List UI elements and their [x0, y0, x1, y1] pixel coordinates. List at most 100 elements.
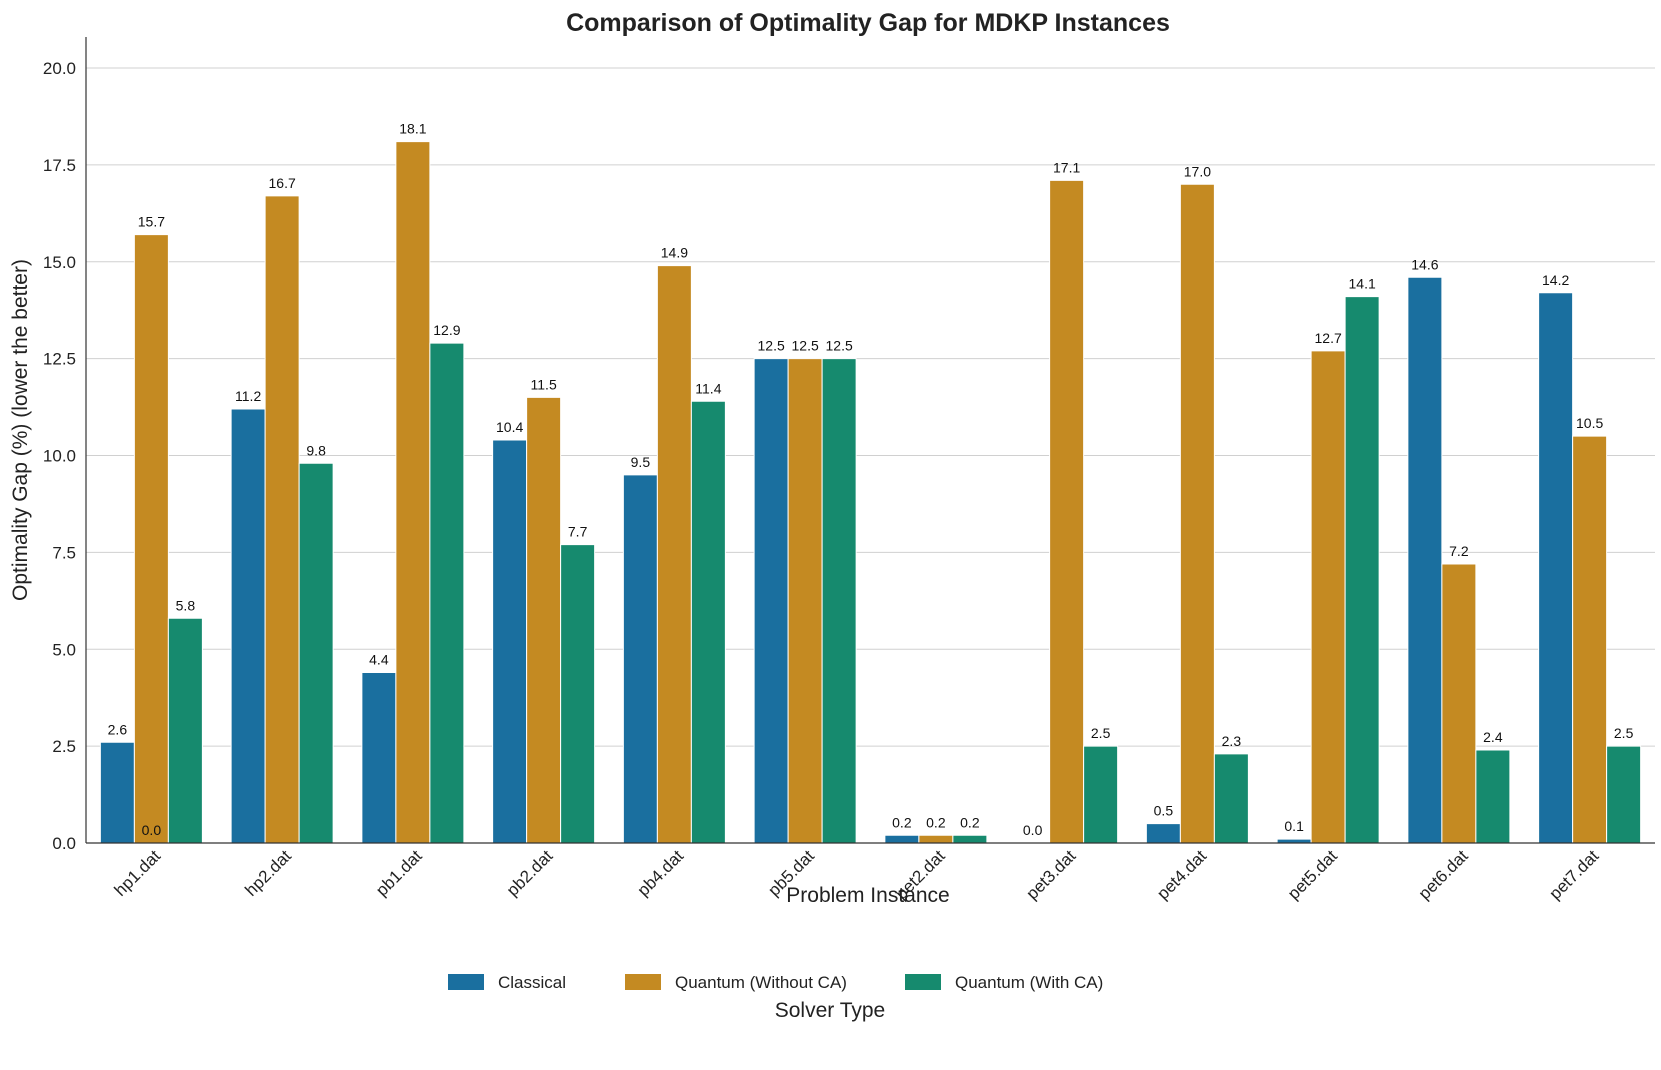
value-label: 12.5: [792, 338, 819, 354]
legend: Classical Quantum (Without CA) Quantum (Wi…: [448, 973, 1103, 992]
value-label: 0.2: [926, 814, 946, 830]
value-label: 7.7: [568, 524, 588, 540]
value-label: 4.4: [369, 652, 389, 668]
bar-quantum-without-ca-pb5-dat: [787, 358, 823, 844]
x-tick-label: pet3.dat: [1023, 846, 1080, 903]
bar-quantum-with-ca-pet7-dat: [1606, 745, 1642, 844]
value-label: 5.8: [176, 597, 196, 613]
y-tick-label: 15.0: [43, 253, 76, 272]
x-tick-label: pb1.dat: [372, 846, 426, 900]
value-label: 11.4: [695, 380, 721, 396]
value-label: 0.5: [1154, 803, 1174, 819]
value-label: 0.2: [892, 814, 912, 830]
annotation-label: 0.0: [142, 822, 162, 838]
y-tick-labels: 0.0 2.5 5.0 7.5 10.0 12.5 15.0 17.5 20.0: [43, 59, 76, 853]
bar-quantum-without-ca-pb2-dat: [526, 396, 562, 844]
x-tick-label: pet6.dat: [1415, 846, 1472, 903]
x-tick-label: hp2.dat: [241, 846, 295, 900]
bar-classical-pb5-dat: [753, 358, 789, 844]
bar-quantum-without-ca-pet4-dat: [1179, 183, 1215, 844]
bar-classical-hp1-dat: [99, 741, 135, 844]
value-label: 14.9: [661, 245, 688, 261]
bar-classical-pb4-dat: [622, 474, 658, 844]
bar-quantum-without-ca-pb4-dat: [656, 265, 692, 844]
value-label: 17.0: [1184, 163, 1211, 179]
bar-classical-pet6-dat: [1407, 276, 1443, 844]
value-label: 17.1: [1053, 159, 1080, 175]
x-tick-label: pet5.dat: [1284, 846, 1341, 903]
bar-quantum-without-ca-pet5-dat: [1310, 350, 1346, 844]
value-labels: 2.6 15.7 5.8 11.2 16.7 9.8 4.4 18.1 12.9 10.4 11.5…: [108, 121, 1634, 838]
bar-classical-pet4-dat: [1145, 823, 1181, 844]
value-label: 9.5: [631, 454, 651, 470]
legend-label: Classical: [498, 973, 566, 992]
value-label: 7.2: [1449, 543, 1469, 559]
y-tick-label: 10.0: [43, 447, 76, 466]
value-label: 2.4: [1483, 729, 1503, 745]
bar-quantum-without-ca-hp1-dat: [133, 234, 169, 844]
value-label: 12.9: [433, 322, 460, 338]
bar-classical-pb2-dat: [492, 439, 528, 844]
y-tick-label: 17.5: [43, 156, 76, 175]
bars: [99, 141, 1642, 844]
bar-classical-hp2-dat: [230, 408, 266, 844]
bar-quantum-with-ca-pet6-dat: [1475, 749, 1511, 844]
bar-classical-pet7-dat: [1538, 292, 1574, 844]
legend-swatch: [625, 974, 661, 990]
bar-quantum-without-ca-pet6-dat: [1441, 563, 1477, 844]
value-label: 10.4: [496, 419, 523, 435]
bar-quantum-with-ca-pet4-dat: [1213, 753, 1249, 844]
x-tick-label: pet7.dat: [1546, 846, 1603, 903]
value-label: 14.6: [1411, 256, 1438, 272]
y-tick-label: 7.5: [52, 543, 76, 562]
value-label: 16.7: [269, 175, 296, 191]
y-tick-label: 20.0: [43, 59, 76, 78]
value-label: 10.5: [1576, 415, 1603, 431]
bar-quantum-without-ca-pet3-dat: [1049, 179, 1085, 844]
bar-quantum-with-ca-pet5-dat: [1344, 296, 1380, 844]
value-label: 14.1: [1349, 276, 1376, 292]
y-tick-label: 0.0: [52, 834, 76, 853]
bar-quantum-with-ca-pb2-dat: [560, 544, 596, 844]
x-tick-label: pb2.dat: [503, 846, 557, 900]
value-label: 9.8: [306, 442, 326, 458]
legend-label: Quantum (With CA): [955, 973, 1103, 992]
bar-quantum-without-ca-pet7-dat: [1572, 435, 1608, 844]
bar-quantum-with-ca-hp2-dat: [298, 462, 334, 844]
grid-lines: [86, 67, 1655, 844]
legend-label: Quantum (Without CA): [675, 973, 847, 992]
y-tick-label: 2.5: [52, 737, 76, 756]
value-label: 11.2: [235, 388, 261, 404]
value-label: 14.2: [1542, 272, 1569, 288]
bar-quantum-without-ca-pb1-dat: [395, 141, 431, 844]
bar-quantum-without-ca-pet2-dat: [918, 834, 954, 844]
value-label: 2.5: [1091, 725, 1111, 741]
value-label: 2.6: [108, 721, 128, 737]
bar-classical-pb1-dat: [361, 672, 397, 844]
x-tick-label: pet4.dat: [1153, 846, 1210, 903]
legend-swatch: [448, 974, 484, 990]
bar-quantum-with-ca-pb1-dat: [429, 342, 465, 844]
x-tick-label: pb4.dat: [634, 846, 688, 900]
bar-quantum-with-ca-pb4-dat: [690, 400, 726, 844]
bar-quantum-with-ca-hp1-dat: [167, 617, 203, 844]
x-axis-label: Problem Instance: [786, 884, 949, 907]
bar-classical-pet2-dat: [884, 834, 920, 844]
value-label: 15.7: [138, 214, 165, 230]
value-label: 0.2: [960, 814, 980, 830]
value-label: 11.5: [531, 376, 557, 392]
value-label: 18.1: [399, 121, 426, 137]
y-tick-label: 12.5: [43, 350, 76, 369]
value-label: 12.5: [758, 338, 785, 354]
y-axis-label: Optimality Gap (%) (lower the better): [9, 259, 32, 601]
bar-quantum-with-ca-pb5-dat: [821, 358, 857, 844]
value-label: 0.1: [1284, 818, 1304, 834]
bar-quantum-with-ca-pet2-dat: [952, 834, 988, 844]
value-label: 12.5: [826, 338, 853, 354]
legend-title: Solver Type: [775, 999, 886, 1022]
value-label: 2.5: [1614, 725, 1634, 741]
value-label: 2.3: [1222, 733, 1242, 749]
legend-swatch: [905, 974, 941, 990]
bar-quantum-with-ca-pet3-dat: [1083, 745, 1119, 844]
